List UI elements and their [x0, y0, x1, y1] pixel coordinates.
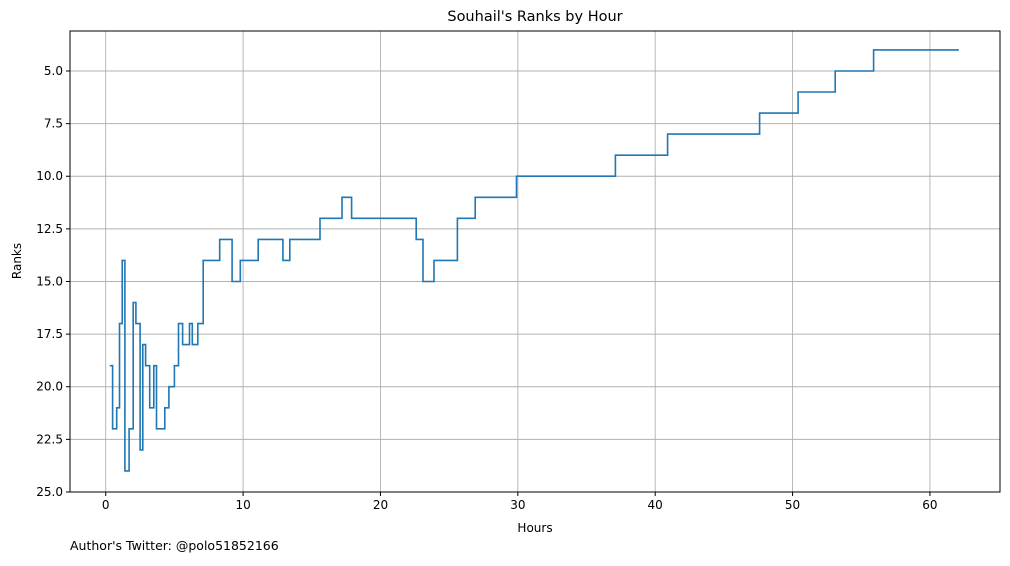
y-tick-label: 22.5	[36, 432, 63, 446]
x-tick-label: 60	[922, 498, 937, 512]
x-tick-label: 0	[102, 498, 110, 512]
y-tick-label: 12.5	[36, 222, 63, 236]
y-axis-label: Ranks	[10, 243, 24, 279]
grid	[70, 31, 1000, 493]
y-tick-label: 20.0	[36, 380, 63, 394]
y-tick-label: 10.0	[36, 169, 63, 183]
x-axis-label: Hours	[517, 521, 552, 535]
plot-frame	[69, 30, 1001, 493]
y-axis-ticks: 5.0 7.5 10.0 12.5 15.0 17.5 20.0 22.5 25.0	[36, 64, 70, 499]
x-tick-label: 10	[235, 498, 250, 512]
x-tick-label: 30	[510, 498, 525, 512]
chart-title: Souhail's Ranks by Hour	[447, 9, 622, 25]
x-tick-label: 40	[648, 498, 663, 512]
y-tick-label: 5.0	[44, 64, 63, 78]
y-tick-label: 17.5	[36, 327, 63, 341]
x-axis-ticks: 0 10 20 30 40 50 60	[102, 492, 938, 512]
author-credit: Author's Twitter: @polo51852166	[70, 538, 279, 553]
y-tick-label: 7.5	[44, 117, 63, 131]
y-tick-label: 25.0	[36, 485, 63, 499]
x-tick-label: 50	[785, 498, 800, 512]
rank-series-line	[109, 49, 959, 472]
series-layer	[109, 49, 959, 472]
x-tick-label: 20	[373, 498, 388, 512]
y-tick-label: 15.0	[36, 274, 63, 288]
